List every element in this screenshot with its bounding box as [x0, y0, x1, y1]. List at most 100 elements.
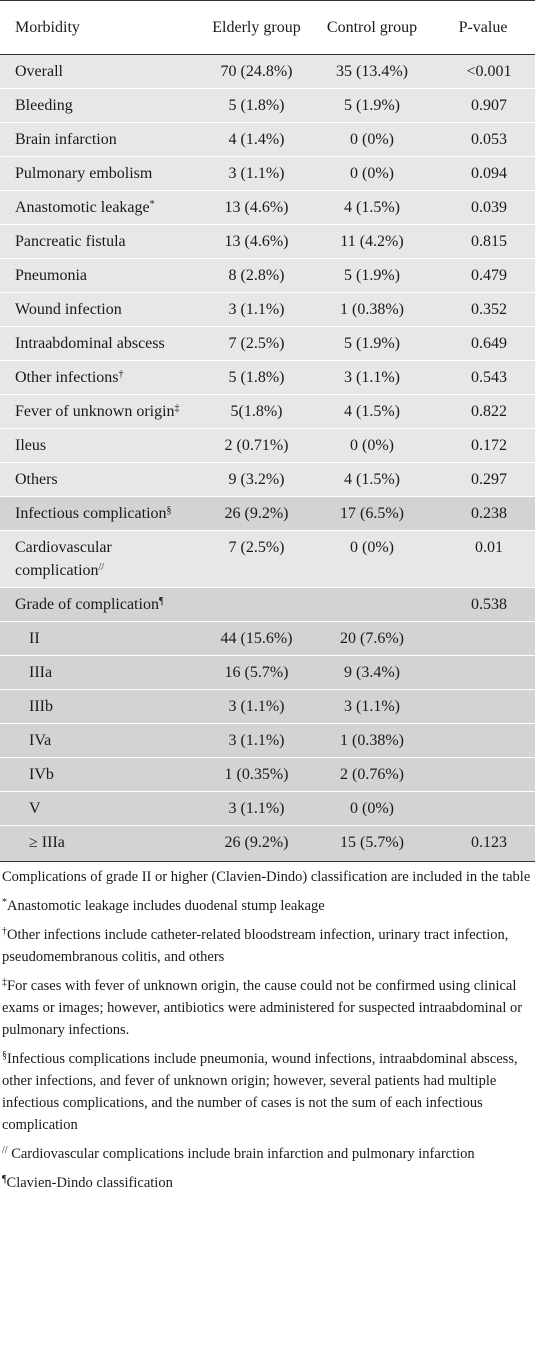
elderly-value: 8 (2.8%) — [200, 258, 313, 293]
table-row: Intraabdominal abscess 7 (2.5%) 5 (1.9%) 0.… — [0, 326, 535, 361]
table-row: Anastomotic leakage* 13 (4.6%) 4 (1.5%) 0.0… — [0, 190, 535, 225]
table-body: Overall 70 (24.8%) 35 (13.4%) <0.001 Bleedin… — [0, 54, 535, 862]
p-value: 0.123 — [431, 825, 535, 862]
footnote-mark: * — [149, 199, 155, 210]
control-value: 1 (0.38%) — [313, 292, 431, 327]
table-header: Morbidity Elderly group Control group P-… — [0, 0, 535, 55]
row-label: Pneumonia — [0, 258, 200, 293]
control-value: 15 (5.7%) — [313, 825, 431, 862]
footnote: *Anastomotic leakage includes duodenal s… — [2, 895, 531, 917]
morbidity-name: II — [29, 630, 40, 647]
morbidity-name: Anastomotic leakage — [15, 199, 150, 216]
footnote-mark: ¶ — [2, 1174, 7, 1185]
morbidity-name: IIIa — [29, 664, 53, 681]
p-value: 0.543 — [431, 360, 535, 395]
morbidity-name: IIIb — [29, 698, 53, 715]
control-value: 17 (6.5%) — [313, 496, 431, 531]
footnote: †Other infections include catheter-relat… — [2, 924, 531, 968]
footnote-text: For cases with fever of unknown origin, … — [2, 978, 523, 1038]
p-value: 0.815 — [431, 224, 535, 259]
row-label: Infectious complication§ — [0, 496, 200, 531]
elderly-value: 9 (3.2%) — [200, 462, 313, 497]
table-row: II 44 (15.6%) 20 (7.6%) — [0, 621, 535, 656]
table-row: Bleeding 5 (1.8%) 5 (1.9%) 0.907 — [0, 88, 535, 123]
p-value: 0.822 — [431, 394, 535, 429]
p-value: 0.01 — [431, 530, 535, 588]
p-value: 0.538 — [431, 587, 535, 622]
elderly-value: 3 (1.1%) — [200, 689, 313, 724]
elderly-value: 3 (1.1%) — [200, 723, 313, 758]
row-label: IIIb — [0, 689, 200, 724]
p-value: 0.238 — [431, 496, 535, 531]
table-row: IVa 3 (1.1%) 1 (0.38%) — [0, 723, 535, 758]
table-row: Pancreatic fistula 13 (4.6%) 11 (4.2%) 0.81… — [0, 224, 535, 259]
elderly-value: 1 (0.35%) — [200, 757, 313, 792]
footnote-mark: * — [2, 897, 7, 908]
p-value: 0.039 — [431, 190, 535, 225]
table-row: ≥ IIIa 26 (9.2%) 15 (5.7%) 0.123 — [0, 825, 535, 862]
row-label: Pulmonary embolism — [0, 156, 200, 191]
control-value: 0 (0%) — [313, 791, 431, 826]
morbidity-name: Bleeding — [15, 97, 73, 114]
footnote-mark: † — [2, 926, 7, 937]
elderly-value: 5 (1.8%) — [200, 360, 313, 395]
table-row: Overall 70 (24.8%) 35 (13.4%) <0.001 — [0, 54, 535, 89]
elderly-value: 3 (1.1%) — [200, 292, 313, 327]
footnote-mark: ‡ — [174, 403, 180, 414]
morbidity-name: IVa — [29, 732, 52, 749]
table-row: IVb 1 (0.35%) 2 (0.76%) — [0, 757, 535, 792]
row-label: II — [0, 621, 200, 656]
p-value: 0.053 — [431, 122, 535, 157]
row-label: Brain infarction — [0, 122, 200, 157]
p-value: 0.907 — [431, 88, 535, 123]
table-row: Brain infarction 4 (1.4%) 0 (0%) 0.053 — [0, 122, 535, 157]
control-value: 3 (1.1%) — [313, 360, 431, 395]
morbidity-name: Others — [15, 471, 58, 488]
row-label: IIIa — [0, 655, 200, 690]
control-value — [313, 587, 431, 622]
morbidity-name: Brain infarction — [15, 131, 117, 148]
footnote: ¶Clavien-Dindo classification — [2, 1172, 531, 1194]
row-label: IVb — [0, 757, 200, 792]
table-row: Pneumonia 8 (2.8%) 5 (1.9%) 0.479 — [0, 258, 535, 293]
p-value — [431, 757, 535, 792]
footnote-text: Complications of grade II or higher (Cla… — [2, 869, 531, 885]
p-value: <0.001 — [431, 54, 535, 89]
table-row: Fever of unknown origin‡ 5(1.8%) 4 (1.5%) 0… — [0, 394, 535, 429]
table-row: Pulmonary embolism 3 (1.1%) 0 (0%) 0.094 — [0, 156, 535, 191]
control-value: 4 (1.5%) — [313, 190, 431, 225]
elderly-value: 4 (1.4%) — [200, 122, 313, 157]
control-value: 5 (1.9%) — [313, 326, 431, 361]
elderly-value: 3 (1.1%) — [200, 156, 313, 191]
morbidity-name: Other infections — [15, 369, 119, 386]
table-row: Grade of complication¶ 0.538 — [0, 587, 535, 622]
elderly-value: 7 (2.5%) — [200, 326, 313, 361]
table-row: IIIb 3 (1.1%) 3 (1.1%) — [0, 689, 535, 724]
elderly-value: 13 (4.6%) — [200, 224, 313, 259]
row-label: Anastomotic leakage* — [0, 190, 200, 225]
control-value: 2 (0.76%) — [313, 757, 431, 792]
morbidity-table-page: Morbidity Elderly group Control group P-… — [0, 0, 535, 1194]
row-label: Cardiovascular complication// — [0, 530, 200, 588]
morbidity-table: Morbidity Elderly group Control group P-… — [0, 0, 535, 862]
p-value — [431, 655, 535, 690]
p-value — [431, 791, 535, 826]
control-value: 20 (7.6%) — [313, 621, 431, 656]
footnote-mark: ¶ — [158, 596, 164, 607]
p-value: 0.479 — [431, 258, 535, 293]
morbidity-name: Wound infection — [15, 301, 122, 318]
control-value: 1 (0.38%) — [313, 723, 431, 758]
elderly-value: 5(1.8%) — [200, 394, 313, 429]
table-row: Cardiovascular complication//7 (2.5%) 0 (… — [0, 530, 535, 588]
elderly-value — [200, 587, 313, 622]
morbidity-name: Infectious complication — [15, 505, 167, 522]
row-label: Wound infection — [0, 292, 200, 327]
row-label: IVa — [0, 723, 200, 758]
control-value: 11 (4.2%) — [313, 224, 431, 259]
morbidity-name: Cardiovascular complication — [15, 539, 112, 579]
table-row: V 3 (1.1%) 0 (0%) — [0, 791, 535, 826]
table-row: Ileus 2 (0.71%) 0 (0%) 0.172 — [0, 428, 535, 463]
elderly-value: 26 (9.2%) — [200, 496, 313, 531]
p-value: 0.352 — [431, 292, 535, 327]
p-value: 0.172 — [431, 428, 535, 463]
